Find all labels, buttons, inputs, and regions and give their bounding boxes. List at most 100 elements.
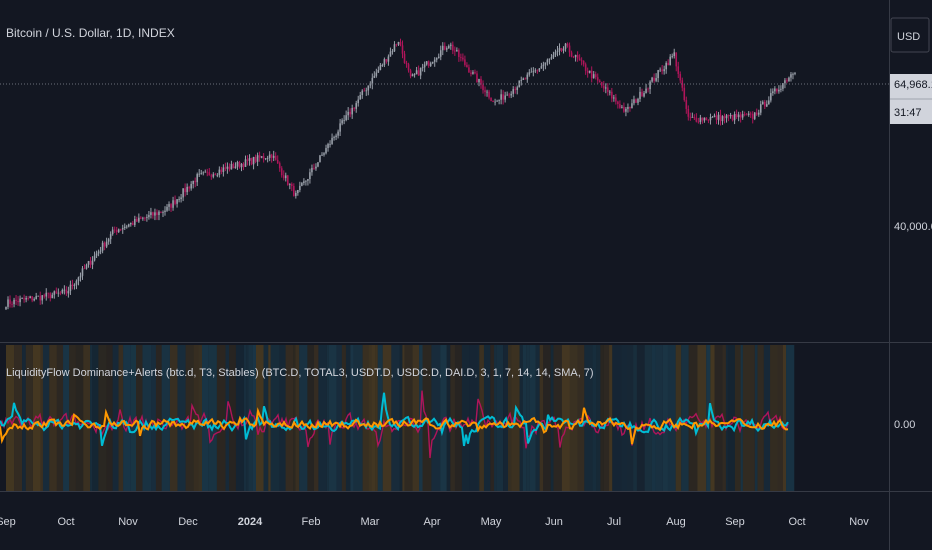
candle[interactable] <box>109 231 112 244</box>
candle[interactable] <box>234 162 237 169</box>
candle[interactable] <box>291 182 293 192</box>
candle[interactable] <box>456 47 458 52</box>
candle[interactable] <box>59 291 62 296</box>
candle[interactable] <box>774 86 776 95</box>
candle[interactable] <box>250 157 253 166</box>
candle[interactable] <box>401 40 404 59</box>
candle[interactable] <box>206 168 209 177</box>
candle[interactable] <box>399 38 402 47</box>
candle[interactable] <box>192 180 194 189</box>
candle[interactable] <box>166 204 168 212</box>
candle[interactable] <box>260 156 263 159</box>
candle[interactable] <box>657 69 659 83</box>
candle[interactable] <box>93 251 96 262</box>
candle[interactable] <box>653 73 655 83</box>
candle[interactable] <box>609 90 611 96</box>
candle[interactable] <box>415 66 418 75</box>
candle[interactable] <box>373 71 376 79</box>
candle[interactable] <box>508 92 510 98</box>
candle[interactable] <box>95 250 98 259</box>
candle[interactable] <box>737 111 740 122</box>
candle[interactable] <box>522 77 525 81</box>
candle[interactable] <box>512 86 515 98</box>
candle[interactable] <box>85 263 88 270</box>
candle[interactable] <box>604 83 607 94</box>
candle[interactable] <box>429 61 432 67</box>
candle[interactable] <box>23 294 25 303</box>
candle[interactable] <box>703 117 706 123</box>
candle[interactable] <box>142 216 144 221</box>
candle[interactable] <box>335 133 337 141</box>
candle[interactable] <box>377 66 380 74</box>
candle[interactable] <box>717 111 720 125</box>
candle[interactable] <box>695 113 698 123</box>
candle[interactable] <box>723 113 726 124</box>
candle[interactable] <box>103 241 106 251</box>
candle[interactable] <box>435 57 438 63</box>
candle[interactable] <box>763 99 766 110</box>
candle[interactable] <box>792 72 794 80</box>
candle[interactable] <box>770 88 772 103</box>
candle[interactable] <box>445 46 448 52</box>
candle[interactable] <box>162 210 164 218</box>
candle[interactable] <box>458 48 460 62</box>
candle[interactable] <box>45 288 48 301</box>
candle[interactable] <box>208 167 211 176</box>
candle[interactable] <box>363 87 366 92</box>
candle[interactable] <box>198 169 201 178</box>
candle[interactable] <box>194 177 196 188</box>
candle[interactable] <box>313 163 315 170</box>
candle[interactable] <box>138 213 140 223</box>
candle[interactable] <box>216 173 219 178</box>
candle[interactable] <box>409 68 412 79</box>
candle[interactable] <box>136 216 138 223</box>
candle[interactable] <box>464 55 466 67</box>
candle[interactable] <box>759 100 762 116</box>
candle[interactable] <box>9 295 11 308</box>
candle[interactable] <box>389 47 392 57</box>
candle[interactable] <box>353 107 356 112</box>
candle[interactable] <box>639 86 641 102</box>
candle[interactable] <box>761 100 764 105</box>
candle[interactable] <box>129 222 132 227</box>
candle[interactable] <box>315 163 317 171</box>
candle[interactable] <box>397 41 400 47</box>
candle[interactable] <box>749 111 752 118</box>
candle[interactable] <box>552 51 555 59</box>
candle[interactable] <box>49 292 52 302</box>
candle[interactable] <box>270 153 273 163</box>
candle[interactable] <box>460 53 462 62</box>
candle[interactable] <box>526 72 529 83</box>
candle[interactable] <box>176 199 178 208</box>
candle[interactable] <box>546 58 549 66</box>
candle[interactable] <box>284 172 287 182</box>
candle[interactable] <box>256 152 259 167</box>
candle[interactable] <box>371 73 374 90</box>
candle[interactable] <box>117 228 120 234</box>
candle[interactable] <box>699 114 702 125</box>
candle[interactable] <box>379 62 382 71</box>
candle[interactable] <box>113 226 116 234</box>
candle[interactable] <box>403 50 406 64</box>
candle[interactable] <box>295 190 297 199</box>
candle[interactable] <box>236 160 239 170</box>
candle[interactable] <box>303 178 305 186</box>
candle[interactable] <box>242 162 245 171</box>
candle[interactable] <box>347 107 349 120</box>
candle[interactable] <box>679 71 682 84</box>
candle[interactable] <box>258 151 261 162</box>
candle[interactable] <box>707 119 710 124</box>
candle[interactable] <box>667 59 669 66</box>
candle[interactable] <box>278 161 281 172</box>
candle[interactable] <box>592 71 595 79</box>
candle[interactable] <box>240 163 243 172</box>
candle[interactable] <box>111 226 114 236</box>
candle[interactable] <box>5 306 7 310</box>
candle[interactable] <box>83 264 86 270</box>
candle[interactable] <box>615 93 617 105</box>
candle[interactable] <box>321 152 323 157</box>
candle[interactable] <box>755 108 758 117</box>
candle[interactable] <box>127 223 130 228</box>
candle[interactable] <box>224 162 227 172</box>
candle[interactable] <box>641 88 643 97</box>
